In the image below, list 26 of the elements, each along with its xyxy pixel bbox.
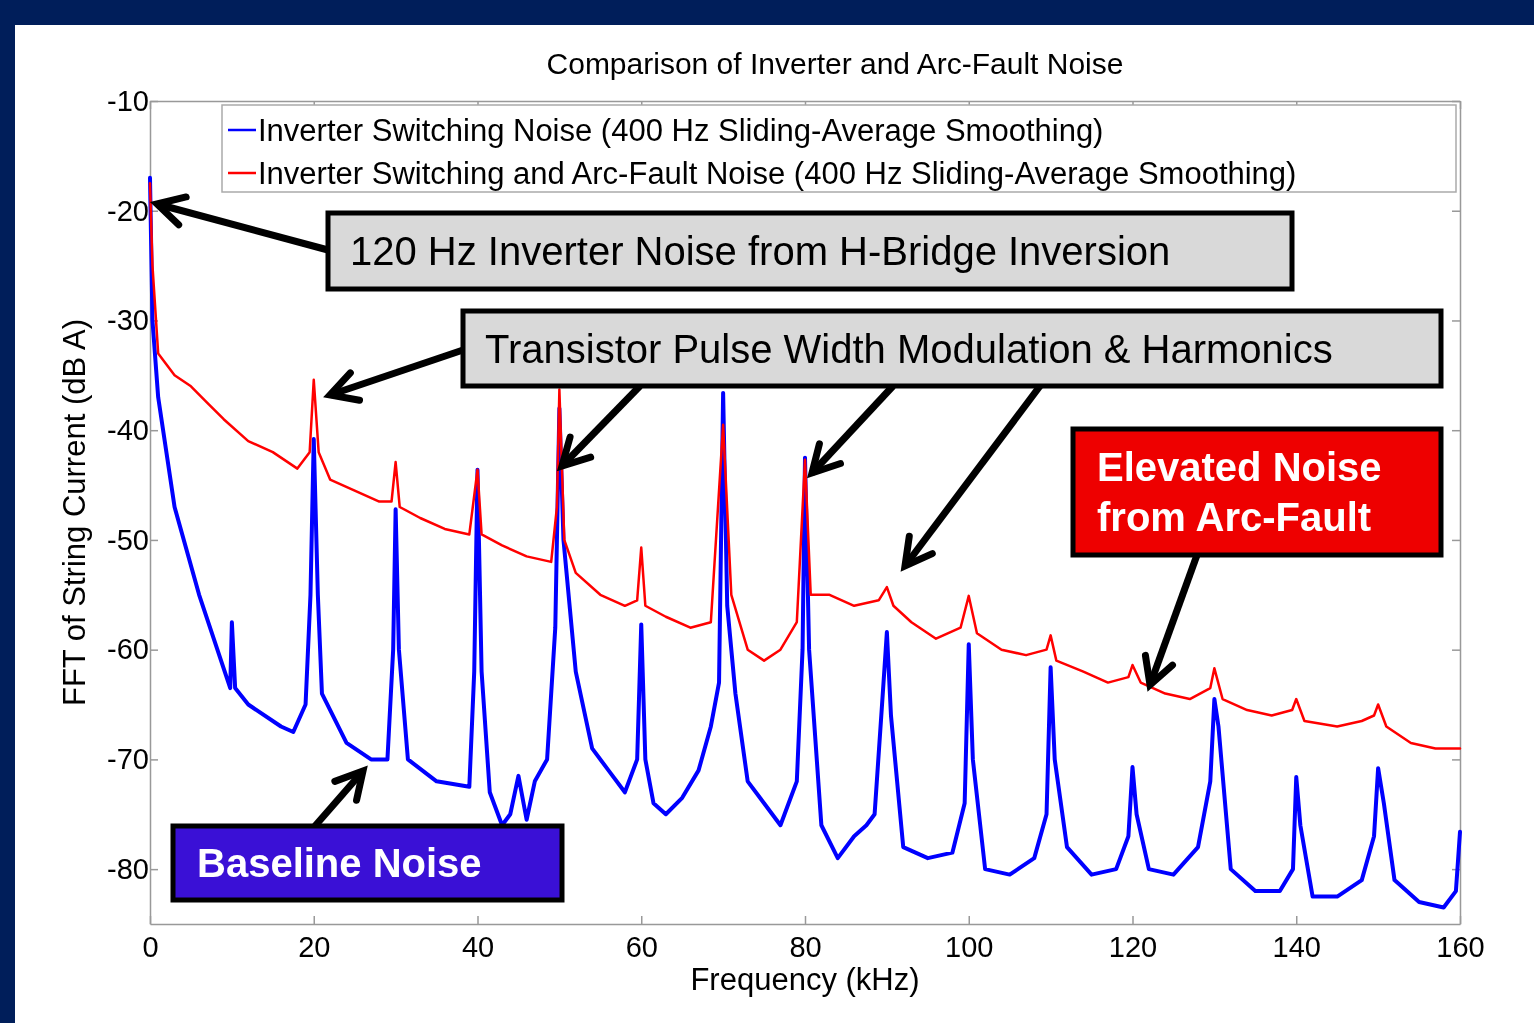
y-tick-label: -40 — [106, 413, 149, 446]
x-tick-label: 100 — [945, 930, 994, 963]
y-tick-label: -50 — [106, 523, 149, 556]
x-tick-label: 120 — [1108, 930, 1158, 963]
y-tick-label: -30 — [106, 304, 149, 337]
annotation: Baseline Noise — [197, 841, 482, 885]
annotation: Transistor Pulse Width Modulation & Harmonics — [485, 326, 1333, 371]
chart-title: Comparison of Inverter and Arc-Fault Noise — [546, 47, 1124, 80]
x-axis-title: Frequency (kHz) — [690, 962, 920, 997]
x-tick-label: 60 — [625, 930, 658, 963]
x-tick-label: 40 — [461, 930, 495, 963]
annotation: Elevated Noise from Arc-Fault — [1097, 445, 1382, 539]
y-tick-label: -70 — [106, 743, 149, 776]
annotation: 120 Hz Inverter Noise from H-Bridge Inversion — [350, 229, 1171, 273]
legend-label: Inverter Switching Noise (400 Hz Sliding-Average Smoothing) — [258, 113, 1104, 148]
x-tick-label: 160 — [1436, 930, 1485, 963]
x-tick-label: 0 — [142, 930, 159, 963]
y-tick-label: -10 — [106, 84, 149, 117]
y-tick-label: -80 — [106, 852, 149, 885]
y-axis-title: FFT of String Current (dB A) — [57, 318, 92, 707]
x-tick-label: 140 — [1272, 930, 1321, 963]
y-tick-label: -20 — [106, 194, 149, 227]
x-tick-label: 20 — [298, 930, 331, 963]
legend-label: Inverter Switching and Arc-Fault Noise (400 Hz Sliding-Average Smoothing) — [258, 156, 1297, 191]
y-tick-label: -60 — [106, 633, 149, 666]
x-tick-label: 80 — [789, 930, 822, 963]
